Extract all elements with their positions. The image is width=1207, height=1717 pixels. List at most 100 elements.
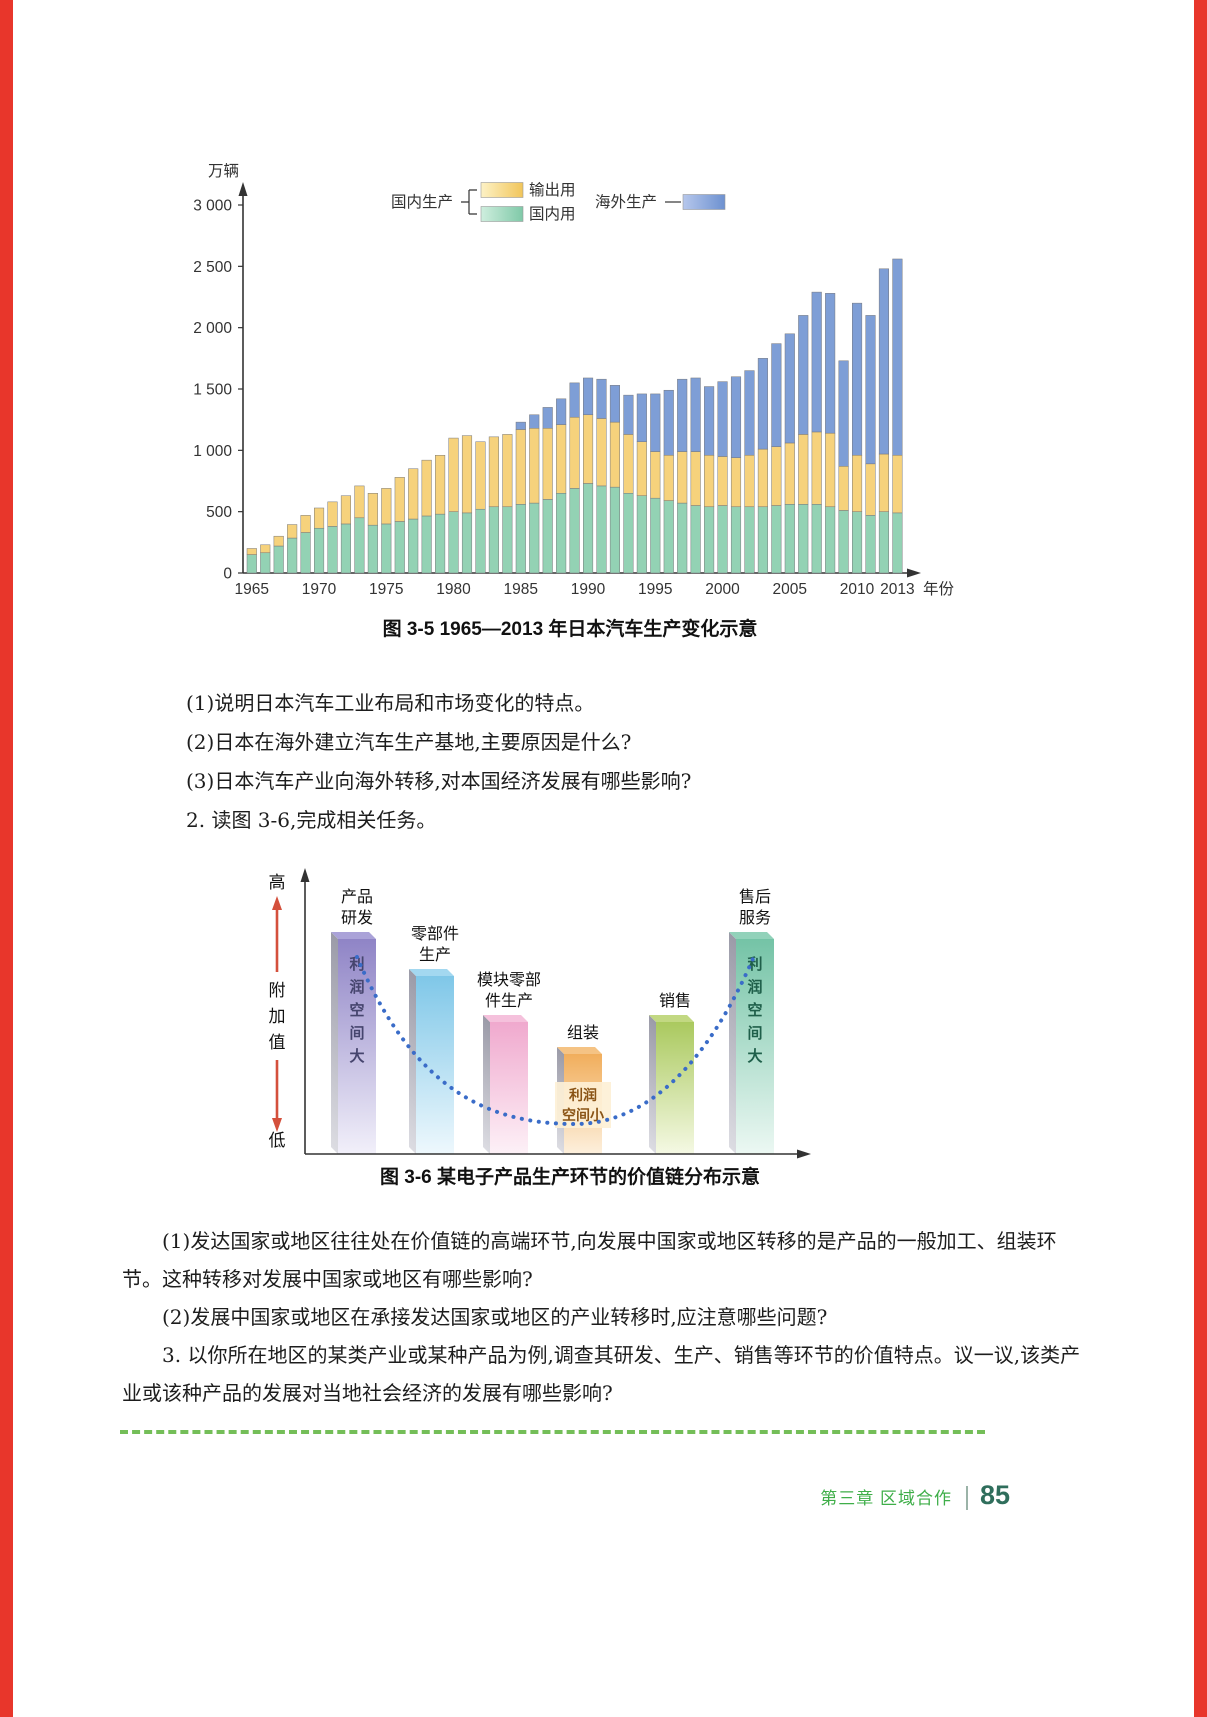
bar-segment <box>744 370 755 456</box>
bar-segment <box>327 501 338 527</box>
chapter-title: 第三章 区域合作 <box>820 1489 952 1508</box>
bar-segment <box>421 459 432 517</box>
bar-title-5: 销售 <box>658 993 691 1010</box>
bar-segment <box>623 394 634 435</box>
left-margin-band <box>0 0 13 1717</box>
legend-domestic-group-label: 国内生产 <box>391 193 453 211</box>
bar-segment <box>314 527 325 574</box>
bar-segment <box>838 466 849 511</box>
bar-segment <box>677 378 688 452</box>
bar-segment <box>488 436 499 508</box>
legend-swatch-domestic-use <box>480 206 524 222</box>
bar-segment <box>300 532 311 574</box>
bar-segment <box>663 389 674 456</box>
bar-segment <box>798 315 809 435</box>
bar-segment <box>475 508 486 574</box>
bar-segment <box>488 506 499 574</box>
bar-segment <box>636 441 647 496</box>
bar-inner-text: 利润空间大 <box>747 956 763 1065</box>
task-3-text: 3. 以你所在地区的某类产业或某种产品为例,调查其研发、生产、销售等环节的价值特… <box>122 1343 1081 1405</box>
bar-segment <box>461 435 473 514</box>
task-2-questions: (1)发达国家或地区往往处在价值链的高端环节,向发展中国家或地区转移的是产品的一… <box>122 1222 1087 1412</box>
bar-segment <box>340 523 351 574</box>
bar-segment <box>502 506 513 574</box>
y-axis-arrow <box>238 182 248 196</box>
bar-segment <box>798 504 809 574</box>
bar-segment <box>435 513 446 574</box>
x-tick-label: 1970 <box>302 581 337 598</box>
bar-segment <box>515 421 526 430</box>
bar-segment <box>448 437 459 512</box>
bar-segment <box>771 343 782 447</box>
y-tick-label: 1 000 <box>193 443 232 460</box>
bar-segment <box>623 434 634 494</box>
value-bar-4: 利润 空间小 <box>555 1054 611 1154</box>
bar-segment <box>609 486 620 574</box>
bar-segment <box>596 485 607 574</box>
y-tick-label: 1 500 <box>193 382 232 399</box>
bar-segment <box>744 454 755 508</box>
bar-segment <box>300 515 311 533</box>
legend-domestic-use-label: 国内用 <box>529 205 576 223</box>
figure-3-6-value-chain-diagram: 利润空间大产品 研发 零部件 生产 模块零部 件生产 利润 空间小 组装 销售利润空间大售后 服务 … <box>253 862 853 1172</box>
bar-segment <box>515 504 526 574</box>
bar-title-2: 零部件 生产 <box>410 926 459 964</box>
task-2-intro: 2. 读图 3-6,完成相关任务。 <box>186 808 437 832</box>
bar-segment <box>435 454 446 515</box>
x-tick-label: 1965 <box>235 581 269 598</box>
bar-segment <box>609 385 620 423</box>
legend-swatch-export <box>480 182 524 198</box>
bar-segment <box>583 377 594 416</box>
bar-segment <box>784 442 795 505</box>
bar-segment <box>367 524 378 574</box>
bar-segment <box>852 454 863 512</box>
bar-title-3: 模块零部 件生产 <box>476 972 541 1010</box>
bar-segment <box>892 512 903 574</box>
bar-segment <box>663 500 674 574</box>
bar-segment <box>314 507 325 529</box>
x-tick-label: 2005 <box>773 581 807 598</box>
bar-segment <box>730 457 742 508</box>
bar-segment <box>825 293 836 434</box>
bar-title-4: 组装 <box>566 1025 599 1042</box>
bar-segment <box>408 518 419 574</box>
bar-segment <box>367 493 378 526</box>
bar-segment <box>650 451 661 499</box>
figure-3-6-caption: 图 3-6 某电子产品生产环节的价值链分布示意 <box>379 1167 761 1188</box>
bar-segment <box>542 499 553 574</box>
bar-segment <box>623 493 634 574</box>
bar-segment <box>515 429 526 505</box>
x-axis-arrow <box>907 568 921 578</box>
bar-segment <box>704 506 715 574</box>
legend-bracket <box>461 189 477 215</box>
bar-segment <box>757 448 768 508</box>
bar-segment <box>811 431 822 505</box>
value-bar-2 <box>416 976 454 1154</box>
value-chain-bars: 利润空间大 产品 研发 零部件 生产 模块零部 件生产 利润 空间小 组装 销售 利润空间大 售后 服务 <box>253 862 853 1172</box>
bar-segment <box>394 477 405 522</box>
bar-segment <box>838 510 849 574</box>
bar-segment <box>260 552 271 574</box>
bar-segment <box>381 523 392 574</box>
bar-segment <box>287 537 298 574</box>
bar-segment <box>502 434 513 508</box>
bar-segment <box>260 544 271 554</box>
bar-segment <box>596 418 607 487</box>
x-tick-label: 2013 <box>880 581 914 598</box>
footer-divider <box>965 1486 968 1510</box>
bar-segment <box>556 398 567 425</box>
bar-segment <box>663 454 674 501</box>
x-axis-title: 年份 <box>923 580 955 598</box>
bar-segment <box>878 453 890 512</box>
bar-segment <box>811 291 822 433</box>
bar-segment <box>798 434 809 505</box>
bar-segment <box>636 393 647 442</box>
bar-segment <box>704 454 715 508</box>
bar-segment <box>394 521 405 574</box>
bar-segment <box>852 511 863 574</box>
bar-segment <box>771 446 782 506</box>
x-tick-label: 2000 <box>705 581 740 598</box>
bar-segment <box>273 535 284 547</box>
